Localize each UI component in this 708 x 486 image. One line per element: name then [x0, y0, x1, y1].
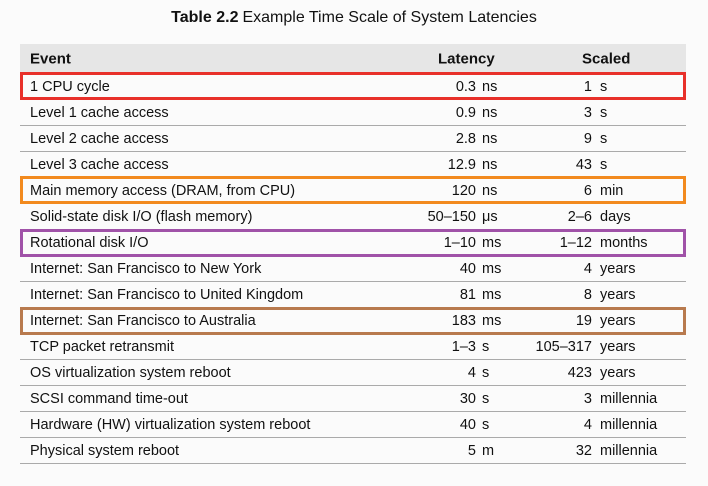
latency-value: 40 [459, 416, 476, 433]
latency-unit: s [482, 390, 490, 407]
latency-value: 1–10 [443, 234, 476, 251]
latency-unit: m [482, 442, 495, 459]
event-cell: Hardware (HW) virtualization system rebo… [30, 416, 311, 433]
scaled-value: 1–12 [559, 234, 592, 251]
scaled-value: 3 [583, 390, 592, 407]
scaled-unit: s [600, 104, 608, 121]
event-cell: Main memory access (DRAM, from CPU) [30, 182, 296, 199]
latency-value: 4 [467, 364, 476, 381]
latency-unit: s [482, 416, 490, 433]
scaled-unit: millennia [600, 442, 658, 459]
latency-value: 40 [459, 260, 476, 277]
event-cell: OS virtualization system reboot [30, 364, 231, 381]
latency-unit: ns [482, 182, 498, 199]
table-row: Level 3 cache access 12.9 ns 43 s [20, 152, 686, 178]
scaled-value: 43 [575, 156, 592, 173]
latency-value: 50–150 [427, 208, 476, 225]
table-row: Internet: San Francisco to New York 40 ms 4… [20, 256, 686, 282]
latency-unit: ms [482, 260, 502, 277]
event-cell: Internet: San Francisco to Australia [30, 312, 256, 329]
latency-value: 30 [459, 390, 476, 407]
scaled-value: 423 [567, 364, 592, 381]
latency-value: 0.3 [455, 78, 476, 95]
scaled-value: 8 [583, 286, 592, 303]
event-cell: 1 CPU cycle [30, 78, 110, 95]
latency-value: 2.8 [455, 130, 476, 147]
event-cell: Internet: San Francisco to United Kingdo… [30, 286, 304, 303]
scaled-unit: months [600, 234, 648, 251]
scaled-unit: years [600, 312, 636, 329]
header-latency: Latency [438, 50, 495, 67]
latency-unit: ms [482, 312, 502, 329]
scaled-unit: millennia [600, 390, 658, 407]
scaled-value: 1 [583, 78, 592, 95]
scaled-unit: s [600, 156, 608, 173]
latency-value: 81 [459, 286, 476, 303]
table-number: Table 2.2 [171, 9, 239, 26]
latency-unit: s [482, 338, 490, 355]
table-row: Solid-state disk I/O (flash memory) 50–15… [20, 204, 686, 230]
latency-value: 1–3 [451, 338, 476, 355]
scaled-unit: millennia [600, 416, 658, 433]
table-row: Level 1 cache access 0.9 ns 3 s [20, 100, 686, 126]
scaled-unit: days [600, 208, 631, 225]
event-cell: Level 1 cache access [30, 104, 169, 121]
scaled-unit: min [600, 182, 624, 199]
table-row: Internet: San Francisco to Australia 183 m… [20, 308, 686, 334]
scaled-value: 6 [583, 182, 592, 199]
scaled-value: 2–6 [567, 208, 592, 225]
event-cell: Level 3 cache access [30, 156, 169, 173]
table-row: Level 2 cache access 2.8 ns 9 s [20, 126, 686, 152]
event-cell: Solid-state disk I/O (flash memory) [30, 208, 253, 225]
scaled-value: 19 [575, 312, 592, 329]
latency-unit: μs [482, 208, 498, 225]
latency-value: 5 [467, 442, 476, 459]
scaled-value: 32 [575, 442, 592, 459]
latency-unit: ns [482, 130, 498, 147]
table-title: Example Time Scale of System Latencies [242, 9, 537, 26]
latency-unit: s [482, 364, 490, 381]
latency-value: 120 [451, 182, 476, 199]
table-row: 1 CPU cycle 0.3 ns 1 s [20, 74, 686, 100]
scaled-unit: s [600, 130, 608, 147]
scaled-value: 3 [583, 104, 592, 121]
header-event: Event [30, 50, 71, 67]
latency-value: 183 [451, 312, 476, 329]
event-cell: Physical system reboot [30, 442, 180, 459]
latency-value: 12.9 [447, 156, 476, 173]
scaled-value: 105–317 [535, 338, 592, 355]
header-scaled: Scaled [582, 50, 631, 67]
scaled-unit: years [600, 260, 636, 277]
event-cell: Rotational disk I/O [30, 234, 149, 251]
latency-unit: ns [482, 104, 498, 121]
latency-unit: ms [482, 234, 502, 251]
table-header: Event Latency Scaled [20, 44, 686, 74]
scaled-value: 4 [583, 416, 592, 433]
event-cell: SCSI command time-out [30, 390, 188, 407]
scaled-unit: years [600, 364, 636, 381]
scaled-unit: years [600, 286, 636, 303]
latency-unit: ns [482, 78, 498, 95]
table-row: TCP packet retransmit 1–3 s 105–317 years [20, 334, 686, 360]
latency-value: 0.9 [455, 104, 476, 121]
table-caption: Table 2.2 Example Time Scale of System La… [0, 9, 708, 27]
event-cell: Level 2 cache access [30, 130, 169, 147]
table-row: Main memory access (DRAM, from CPU) 120 ns… [20, 178, 686, 204]
event-cell: Internet: San Francisco to New York [30, 260, 262, 277]
event-cell: TCP packet retransmit [30, 338, 174, 355]
latency-unit: ms [482, 286, 502, 303]
scaled-value: 9 [583, 130, 592, 147]
table-row: OS virtualization system reboot 4 s 423 year… [20, 360, 686, 386]
table-row: Rotational disk I/O 1–10 ms 1–12 months [20, 230, 686, 256]
latency-unit: ns [482, 156, 498, 173]
table-row: Internet: San Francisco to United Kingdo… [20, 282, 686, 308]
table-row: Physical system reboot 5 m 32 millennia [20, 438, 686, 464]
scaled-value: 4 [583, 260, 592, 277]
latency-table: Event Latency Scaled 1 CPU cycle 0.3 ns 1 s L… [20, 44, 686, 464]
scaled-unit: years [600, 338, 636, 355]
scaled-unit: s [600, 78, 608, 95]
table-row: SCSI command time-out 30 s 3 millennia [20, 386, 686, 412]
table-row: Hardware (HW) virtualization system rebo… [20, 412, 686, 438]
